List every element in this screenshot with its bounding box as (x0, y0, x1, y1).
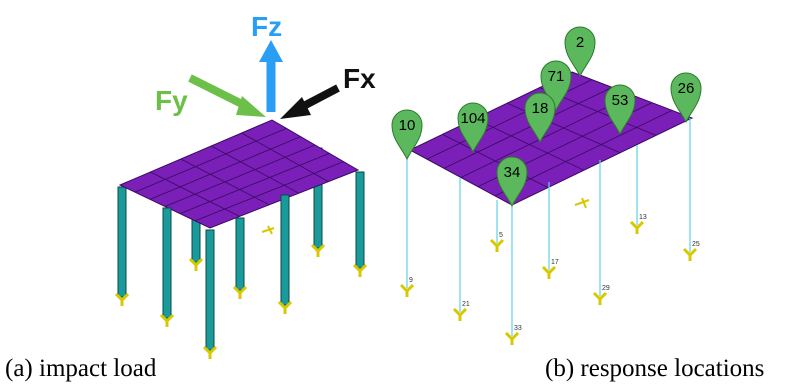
node-label: 33 (514, 325, 522, 332)
node-label: 5 (499, 232, 503, 239)
column (236, 218, 244, 290)
origin-triad (262, 226, 274, 234)
marker-label: 26 (678, 80, 695, 97)
caption-b: (b) response locations (545, 355, 764, 382)
marker-label: 53 (612, 92, 629, 109)
label-fy: Fy (155, 85, 188, 116)
panel-b: 5 17 13 25 9 21 29 33 2 71 53 26 10 104 18 34 (392, 27, 701, 345)
column (281, 195, 289, 305)
column (206, 230, 214, 350)
marker-label: 71 (548, 68, 565, 85)
marker-label: 34 (504, 164, 521, 181)
node-label: 25 (692, 241, 700, 248)
node-label: 9 (409, 277, 413, 284)
node-label: 17 (551, 259, 559, 266)
label-fz: Fz (251, 11, 282, 42)
arrow-fz-head (259, 40, 283, 62)
caption-a: (a) impact load (5, 355, 157, 382)
column (356, 172, 364, 268)
node-label: 21 (462, 301, 470, 308)
origin-triad (575, 198, 589, 208)
column (163, 208, 171, 318)
marker-label: 10 (399, 117, 416, 134)
node-label: 13 (639, 214, 647, 221)
panel-a (116, 120, 366, 359)
marker-label: 104 (460, 110, 485, 127)
marker-label: 2 (576, 34, 584, 51)
node-label: 29 (602, 285, 610, 292)
marker-label: 18 (532, 100, 549, 117)
figure: 517132592129332715326101041834 Fz Fy Fx … (0, 0, 806, 387)
column (118, 187, 126, 297)
force-arrows (190, 40, 338, 119)
label-fx: Fx (343, 63, 376, 94)
